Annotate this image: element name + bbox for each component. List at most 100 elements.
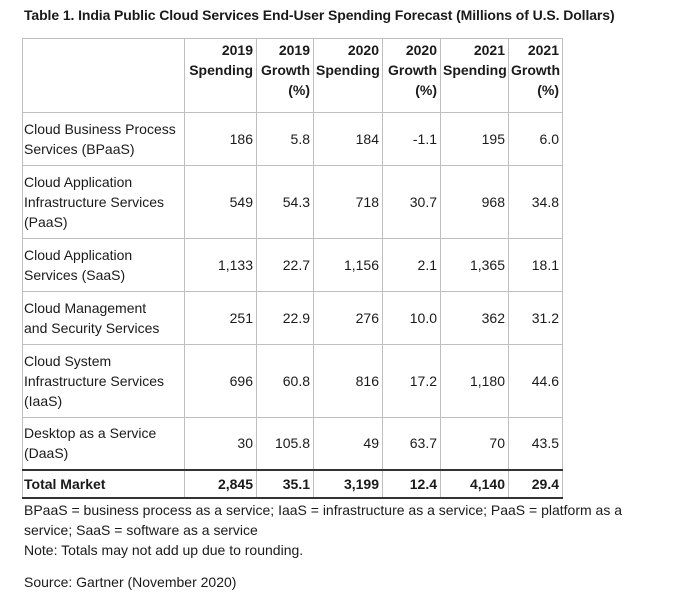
- column-header-line: 2019: [221, 42, 253, 58]
- value-cell: 22.7: [256, 238, 314, 292]
- row-label-line: Desktop as a Service: [24, 425, 157, 442]
- row-label: Desktop as a Service (DaaS): [22, 417, 185, 470]
- column-header-line: Growth: [261, 62, 310, 78]
- value-cell: 5.8: [256, 112, 314, 166]
- total-row: Total Market 2,845 35.1 3,199 12.4 4,140…: [22, 468, 563, 499]
- column-header-line: (%): [288, 82, 310, 98]
- value-cell: 1,156: [313, 238, 383, 292]
- column-header-line: Growth: [511, 62, 560, 78]
- column-header-line: 2019: [278, 42, 310, 58]
- abbreviations-note: BPaaS = business process as a service; I…: [24, 502, 623, 538]
- column-header: 2020 Growth (%): [382, 38, 441, 113]
- value-cell: 195: [440, 112, 509, 166]
- row-label: Cloud Application Services (SaaS): [22, 238, 185, 292]
- total-value-cell: 29.4: [508, 468, 563, 499]
- value-cell: 30: [184, 417, 257, 470]
- value-cell: 31.2: [508, 291, 563, 345]
- column-header-line: (%): [537, 82, 559, 98]
- column-header: 2019 Spending: [184, 38, 257, 113]
- row-label-line: Cloud Application: [24, 247, 133, 263]
- table-row: Cloud Application Services (SaaS) 1,133 …: [22, 238, 563, 292]
- column-header-line: Growth: [388, 62, 437, 78]
- spending-table: 2019 Spending 2019 Growth (%) 2020 Spend…: [22, 38, 563, 499]
- column-header: 2021 Spending: [440, 38, 509, 113]
- value-cell: 816: [313, 344, 383, 418]
- row-label-line: Infrastructure Services: [24, 194, 165, 210]
- value-cell: 6.0: [508, 112, 563, 166]
- value-cell: 1,365: [440, 238, 509, 292]
- column-header-line: (%): [415, 82, 437, 98]
- column-header-line: Spending: [189, 62, 253, 78]
- table-title: Table 1. India Public Cloud Services End…: [24, 7, 615, 23]
- value-cell: 186: [184, 112, 257, 166]
- value-cell: 251: [184, 291, 257, 345]
- value-cell: 968: [440, 165, 509, 239]
- row-label-line: Services (SaaS): [24, 267, 126, 283]
- row-label-line: and Security Services: [24, 320, 160, 336]
- row-label-line: (IaaS): [24, 393, 63, 409]
- row-label-line: Cloud System: [24, 353, 112, 369]
- header-corner-cell: [22, 38, 185, 113]
- value-cell: 10.0: [382, 291, 441, 345]
- row-label-line: Cloud Application: [24, 174, 133, 190]
- value-cell: 276: [313, 291, 383, 345]
- value-cell: 63.7: [382, 417, 441, 470]
- value-cell: 70: [440, 417, 509, 470]
- table-row: Desktop as a Service (DaaS) 30 105.8 49 …: [22, 417, 563, 470]
- row-label: Cloud Application Infrastructure Service…: [22, 165, 185, 239]
- total-value-cell: 2,845: [184, 468, 257, 499]
- value-cell: 54.3: [256, 165, 314, 239]
- value-cell: 1,180: [440, 344, 509, 418]
- column-header-line: Spending: [443, 62, 507, 78]
- row-label-line: Infrastructure Services: [24, 373, 165, 389]
- column-header-line: 2020: [347, 42, 379, 58]
- value-cell: 60.8: [256, 344, 314, 418]
- value-cell: 718: [313, 165, 383, 239]
- row-label-line: Services (BPaaS): [24, 141, 135, 157]
- value-cell: 362: [440, 291, 509, 345]
- value-cell: 1,133: [184, 238, 257, 292]
- table-row: Cloud Application Infrastructure Service…: [22, 165, 563, 239]
- total-value-cell: 4,140: [440, 468, 509, 499]
- value-cell: 549: [184, 165, 257, 239]
- value-cell: 184: [313, 112, 383, 166]
- value-cell: 30.7: [382, 165, 441, 239]
- total-value-cell: 12.4: [382, 468, 441, 499]
- row-label-line: (DaaS): [24, 445, 69, 462]
- value-cell: 696: [184, 344, 257, 418]
- column-header-line: 2021: [473, 42, 505, 58]
- value-cell: 44.6: [508, 344, 563, 418]
- value-cell: 105.8: [256, 417, 314, 470]
- value-cell: 18.1: [508, 238, 563, 292]
- row-label-line: (PaaS): [24, 214, 68, 230]
- value-cell: 43.5: [508, 417, 563, 470]
- row-label-line: Cloud Management: [24, 300, 147, 316]
- total-value-cell: 35.1: [256, 468, 314, 499]
- column-header-line: 2021: [527, 42, 559, 58]
- column-header: 2021 Growth (%): [508, 38, 563, 113]
- row-label: Cloud Business Process Services (BPaaS): [22, 112, 185, 166]
- column-header: 2020 Spending: [313, 38, 383, 113]
- table-notes: BPaaS = business process as a service; I…: [24, 500, 664, 592]
- value-cell: 34.8: [508, 165, 563, 239]
- value-cell: 49: [313, 417, 383, 470]
- column-header-line: 2020: [405, 42, 437, 58]
- value-cell: 2.1: [382, 238, 441, 292]
- column-header: 2019 Growth (%): [256, 38, 314, 113]
- table-row: Cloud System Infrastructure Services (Ia…: [22, 344, 563, 418]
- value-cell: 17.2: [382, 344, 441, 418]
- row-label-line: Cloud Business Process: [24, 121, 176, 137]
- value-cell: -1.1: [382, 112, 441, 166]
- table-row: Cloud Management and Security Services 2…: [22, 291, 563, 345]
- header-row: 2019 Spending 2019 Growth (%) 2020 Spend…: [22, 38, 563, 113]
- source-note: Source: Gartner (November 2020): [24, 574, 237, 590]
- column-header-line: Spending: [316, 62, 380, 78]
- row-label: Cloud Management and Security Services: [22, 291, 185, 345]
- total-value-cell: 3,199: [313, 468, 383, 499]
- table-row: Cloud Business Process Services (BPaaS) …: [22, 112, 563, 166]
- rounding-note: Note: Totals may not add up due to round…: [24, 542, 304, 558]
- value-cell: 22.9: [256, 291, 314, 345]
- total-label: Total Market: [22, 468, 185, 499]
- row-label: Cloud System Infrastructure Services (Ia…: [22, 344, 185, 418]
